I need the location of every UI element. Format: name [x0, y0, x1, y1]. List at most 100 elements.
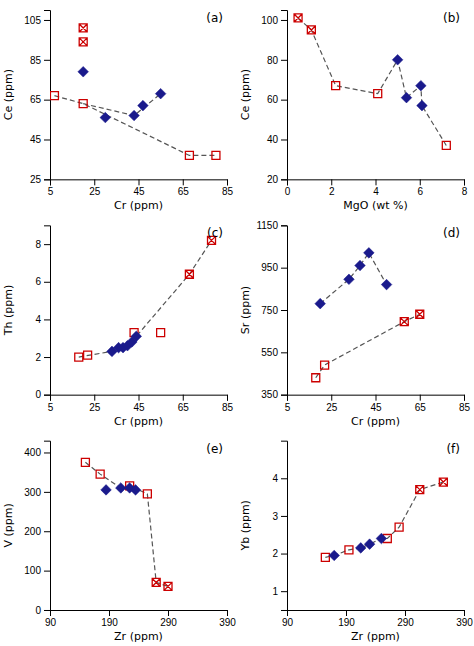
tick-label: 90	[45, 617, 57, 628]
tick-mark	[405, 610, 406, 616]
tick-mark	[281, 395, 287, 396]
trend-line	[85, 462, 168, 586]
tick: 0	[35, 389, 50, 400]
tick-label: 8	[462, 186, 468, 197]
tick: 290	[397, 610, 414, 628]
square-point	[84, 351, 92, 359]
tick-mark	[44, 179, 50, 180]
plot-area	[321, 478, 447, 561]
tick-label: 950	[261, 262, 278, 273]
tick-label: 25	[30, 174, 42, 185]
tick: 65	[415, 395, 427, 413]
diamond-point	[329, 550, 340, 561]
y-axis-label: Th (ppm)	[2, 285, 15, 336]
tick-label: 85	[459, 402, 471, 413]
tick-mark	[44, 244, 50, 245]
tick-mark	[44, 357, 50, 358]
axis-line	[44, 11, 51, 180]
tick: 45	[133, 179, 145, 197]
tick: 390	[219, 610, 236, 628]
plot-area	[294, 14, 450, 149]
tick-mark	[281, 60, 287, 61]
tick: 85	[30, 55, 50, 66]
tick-mark	[281, 591, 287, 592]
tick-label: 400	[24, 447, 41, 458]
axis-line	[281, 226, 288, 395]
plot-area	[312, 248, 424, 382]
tick-mark	[44, 610, 50, 611]
tick-label: 25	[89, 402, 101, 413]
tick: 1150	[256, 220, 287, 231]
crossed-square-point	[294, 14, 302, 22]
tick: 90	[45, 610, 57, 628]
tick-mark	[183, 179, 184, 185]
square-point	[75, 353, 83, 361]
tick: 8	[462, 179, 468, 197]
y-axis-label: V (ppm)	[2, 503, 15, 547]
tick: 200	[24, 526, 50, 537]
diamond-point	[376, 533, 387, 544]
tick-label: 25	[89, 186, 101, 197]
tick-mark	[281, 478, 287, 479]
diamond-point	[101, 485, 112, 496]
tick: 190	[101, 610, 118, 628]
tick: 4	[35, 314, 50, 325]
panel-label: (d)	[443, 226, 460, 240]
tick: 60	[267, 94, 287, 105]
tick-mark	[464, 610, 465, 616]
square-point	[321, 361, 329, 369]
x-axis: 02468	[285, 179, 468, 197]
axis-line	[288, 180, 465, 186]
panel-label: (a)	[206, 11, 223, 25]
tick-label: 290	[160, 617, 177, 628]
diamond-point	[355, 260, 366, 271]
tick: 3	[272, 511, 287, 522]
tick-mark	[281, 352, 287, 353]
x-axis-label: MgO (wt %)	[343, 199, 407, 212]
square-point	[345, 546, 353, 554]
tick-mark	[94, 179, 95, 185]
tick-label: 290	[397, 617, 414, 628]
y-axis: 02468	[35, 226, 50, 401]
tick-mark	[168, 610, 169, 616]
plot-area	[50, 24, 220, 159]
y-axis: 25456585105	[24, 11, 50, 186]
tick-label: 40	[267, 134, 279, 145]
tick: 550	[261, 347, 287, 358]
x-axis-label: Cr (ppm)	[351, 415, 400, 428]
panel: 901902903900100200300400Zr (ppm)V (ppm)(…	[2, 441, 236, 643]
tick-label: 0	[35, 389, 41, 400]
crossed-square-point	[79, 24, 87, 32]
tick: 1	[272, 586, 287, 597]
diamond-point	[381, 279, 392, 290]
tick-mark	[281, 268, 287, 269]
tick-label: 2	[329, 186, 335, 197]
diamond-point	[131, 331, 142, 342]
tick: 45	[370, 395, 382, 413]
y-axis-label: Yb (ppm)	[239, 500, 252, 551]
axis-line	[51, 395, 228, 401]
tick: 20	[267, 174, 287, 185]
square-point	[212, 151, 220, 159]
tick-mark	[44, 100, 50, 101]
tick-label: 45	[370, 402, 382, 413]
tick: 90	[282, 610, 294, 628]
tick: 85	[459, 395, 471, 413]
tick: 5	[48, 395, 54, 413]
tick-label: 300	[24, 487, 41, 498]
axis-line	[51, 611, 228, 617]
tick: 400	[24, 447, 50, 458]
tick-label: 105	[24, 15, 41, 26]
tick-label: 390	[456, 617, 473, 628]
tick-label: 1150	[256, 220, 278, 231]
tick: 4	[373, 179, 379, 197]
panel: 5254565853505507509501150Cr (ppm)Sr (ppm…	[239, 220, 470, 428]
square-point	[185, 151, 193, 159]
tick-label: 85	[222, 402, 234, 413]
plot-area	[75, 236, 216, 361]
crossed-square-point	[307, 26, 315, 34]
tick: 6	[35, 276, 50, 287]
tick: 2	[329, 179, 335, 197]
x-axis-label: Zr (ppm)	[351, 630, 400, 643]
tick: 45	[133, 395, 145, 413]
